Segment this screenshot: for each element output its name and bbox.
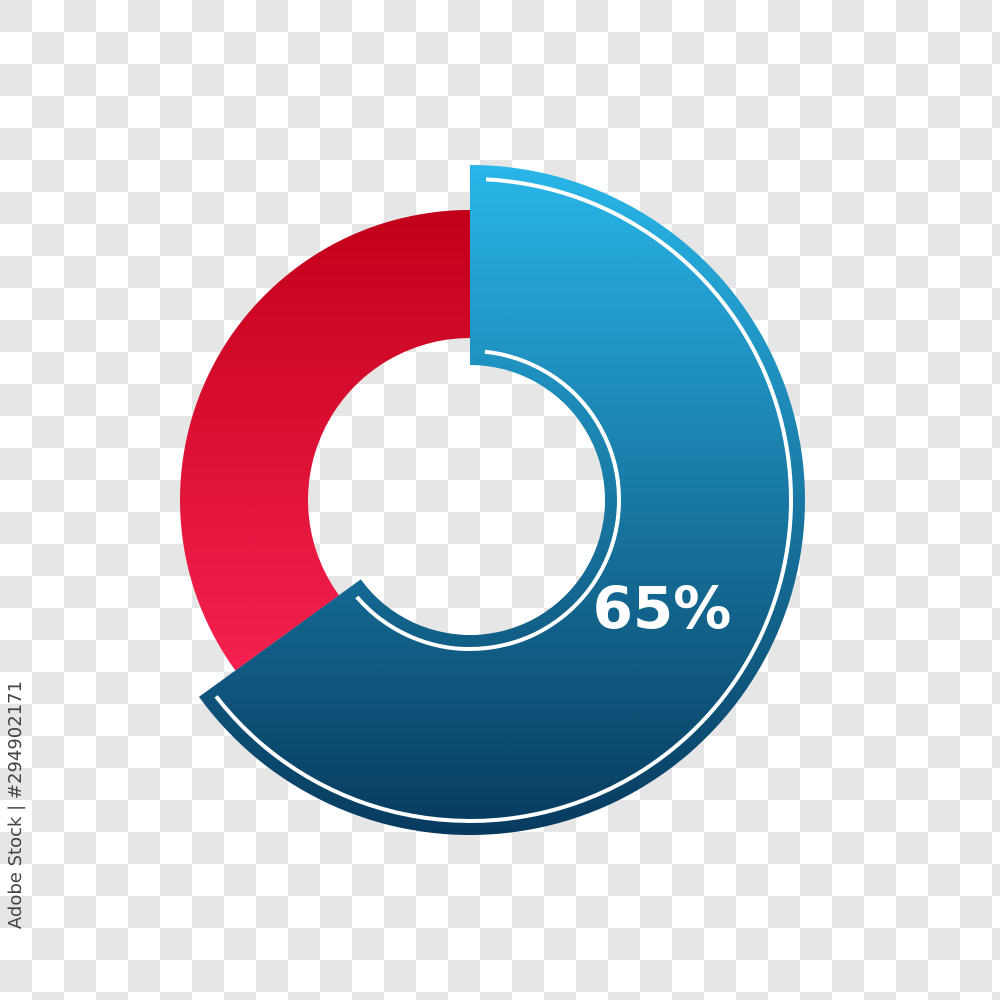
donut-segment bbox=[198, 165, 805, 835]
credit: Adobe Stock | #294902171 bbox=[5, 681, 26, 929]
segment-outline bbox=[214, 177, 793, 823]
donut-segment bbox=[179, 210, 470, 671]
value-label: 65% bbox=[593, 574, 732, 642]
segment-outline bbox=[355, 349, 621, 651]
